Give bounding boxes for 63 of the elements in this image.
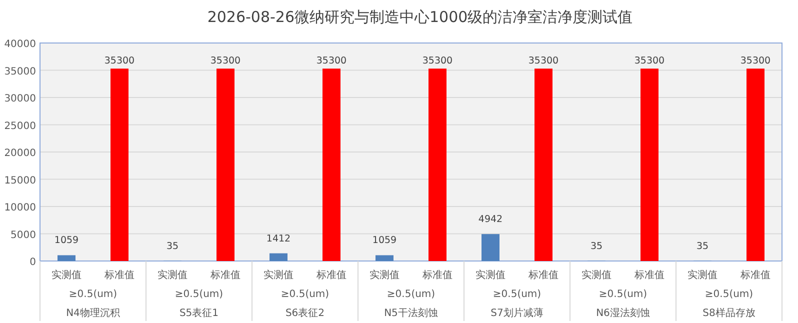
text: S6表征2: [285, 307, 325, 319]
x-tick-label: 标准值: [422, 269, 452, 281]
text: N5干法刻蚀: [384, 307, 438, 319]
text: S8样品存放: [702, 307, 756, 319]
x-tick-label: 实测值: [582, 269, 612, 281]
bar: [428, 68, 446, 261]
text: N4物理沉积: [66, 307, 120, 319]
bar: [322, 68, 340, 261]
text: S5表征1: [179, 307, 219, 319]
data-label: 1412: [266, 233, 291, 244]
bar: [376, 255, 394, 261]
y-tick-label: 15000: [4, 175, 36, 186]
data-label: 4942: [478, 214, 503, 226]
bar: [270, 253, 288, 261]
y-tick-label: 35000: [4, 66, 36, 78]
x-tick-label: 标准值: [634, 269, 664, 281]
data-label: 35300: [740, 56, 771, 67]
text: ≥0.5(um): [68, 289, 118, 300]
text: ≥0.5(um): [280, 289, 330, 300]
text: N6湿法刻蚀: [596, 307, 650, 319]
x-tick-label: 实测值: [370, 269, 400, 281]
y-tick-label: 5000: [10, 230, 36, 241]
y-tick-label: 10000: [4, 202, 36, 214]
data-label: 35300: [422, 56, 453, 67]
data-label: 35: [590, 240, 603, 252]
y-tick-label: 40000: [4, 39, 36, 50]
bar: [58, 255, 76, 261]
x-tick-label: 实测值: [264, 269, 294, 281]
data-label: 35300: [528, 56, 559, 67]
bar: [110, 68, 128, 261]
y-tick-label: 0: [30, 257, 36, 268]
x-tick-label: 标准值: [104, 269, 134, 281]
text: ≥0.5(um): [386, 289, 436, 300]
bar: [746, 68, 764, 261]
data-label: 35300: [104, 56, 135, 67]
x-tick-label: 标准值: [528, 269, 558, 281]
text: ≥0.5(um): [174, 289, 224, 300]
y-tick-label: 25000: [4, 120, 36, 132]
y-tick-label: 20000: [4, 148, 36, 159]
text: ≥0.5(um): [598, 289, 648, 300]
data-label: 35300: [316, 56, 347, 67]
text: S7划片减薄: [490, 307, 544, 319]
text: ≥0.5(um): [704, 289, 754, 300]
data-label: 1059: [372, 235, 397, 246]
bar: [534, 68, 552, 261]
text: ≥0.5(um): [492, 289, 542, 300]
bar: [482, 234, 500, 261]
data-label: 35300: [210, 56, 241, 67]
data-label: 35: [696, 240, 709, 252]
x-tick-label: 标准值: [316, 269, 346, 281]
x-tick-label: 实测值: [688, 269, 718, 281]
x-tick-label: 实测值: [476, 269, 506, 281]
bar: [216, 68, 234, 261]
bar: [640, 68, 658, 261]
data-label: 35300: [634, 56, 665, 67]
data-label: 1059: [54, 235, 79, 246]
x-tick-label: 标准值: [210, 269, 240, 281]
data-label: 35: [166, 240, 179, 252]
x-tick-label: 实测值: [52, 269, 82, 281]
y-tick-label: 30000: [4, 94, 36, 104]
x-tick-label: 实测值: [158, 269, 188, 281]
chart-title: 2026-08-26微纳研究与制造中心1000级的洁净室洁净度测试值: [207, 8, 633, 26]
x-tick-label: 标准值: [740, 269, 770, 281]
